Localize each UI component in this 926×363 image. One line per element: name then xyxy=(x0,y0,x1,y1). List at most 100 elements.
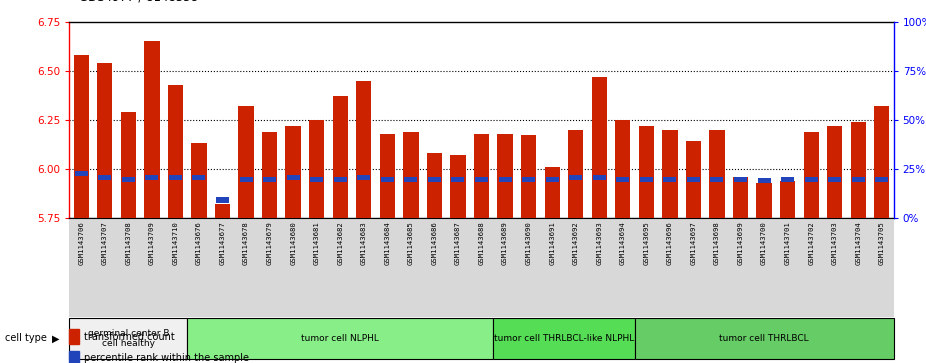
Bar xyxy=(592,77,607,218)
Text: GSM1143704: GSM1143704 xyxy=(856,221,861,265)
Text: GSM1143685: GSM1143685 xyxy=(407,221,414,265)
Bar xyxy=(545,177,558,182)
Text: GSM1143691: GSM1143691 xyxy=(549,221,556,265)
Text: GDS4977 / 8148358: GDS4977 / 8148358 xyxy=(79,0,198,4)
Bar xyxy=(852,177,865,182)
Text: GSM1143677: GSM1143677 xyxy=(219,221,226,265)
Bar xyxy=(804,131,819,218)
Bar xyxy=(782,177,795,182)
Bar xyxy=(615,120,631,218)
Text: tumor cell THRLBCL: tumor cell THRLBCL xyxy=(720,334,809,343)
Bar xyxy=(75,171,88,176)
Text: GSM1143698: GSM1143698 xyxy=(714,221,720,265)
Text: GSM1143695: GSM1143695 xyxy=(644,221,649,265)
Bar xyxy=(663,177,676,182)
Bar xyxy=(168,85,183,218)
Bar xyxy=(285,126,301,218)
Bar xyxy=(193,175,206,180)
Text: GSM1143694: GSM1143694 xyxy=(619,221,626,265)
Bar xyxy=(309,120,324,218)
Bar xyxy=(357,175,370,180)
Bar xyxy=(262,131,277,218)
Bar xyxy=(780,180,795,218)
Bar xyxy=(757,178,770,183)
Text: GSM1143692: GSM1143692 xyxy=(572,221,579,265)
Bar xyxy=(310,177,323,182)
Bar xyxy=(357,81,371,218)
Text: GSM1143684: GSM1143684 xyxy=(384,221,391,265)
Text: GSM1143690: GSM1143690 xyxy=(526,221,532,265)
FancyBboxPatch shape xyxy=(187,318,494,359)
Bar xyxy=(287,175,300,180)
Bar xyxy=(145,175,158,180)
Bar xyxy=(450,155,466,218)
Bar xyxy=(427,153,442,218)
Text: ▶: ▶ xyxy=(52,334,59,343)
Bar xyxy=(497,134,513,218)
Text: GSM1143701: GSM1143701 xyxy=(784,221,791,265)
Bar xyxy=(97,63,112,218)
Bar xyxy=(827,126,843,218)
Bar xyxy=(828,177,841,182)
Text: GSM1143699: GSM1143699 xyxy=(737,221,744,265)
Bar xyxy=(874,106,890,218)
Bar xyxy=(617,177,630,182)
Bar xyxy=(69,351,79,363)
Bar xyxy=(428,177,441,182)
Text: GSM1143689: GSM1143689 xyxy=(502,221,508,265)
Bar xyxy=(216,197,229,203)
Bar xyxy=(403,131,419,218)
Text: GSM1143693: GSM1143693 xyxy=(596,221,602,265)
Bar xyxy=(544,167,560,218)
Bar xyxy=(215,204,231,218)
Bar xyxy=(144,41,159,218)
Text: GSM1143707: GSM1143707 xyxy=(102,221,107,265)
FancyBboxPatch shape xyxy=(494,318,634,359)
Text: GSM1143696: GSM1143696 xyxy=(667,221,673,265)
Text: GSM1143705: GSM1143705 xyxy=(879,221,885,265)
Bar xyxy=(474,134,489,218)
Bar xyxy=(568,130,583,218)
FancyBboxPatch shape xyxy=(69,318,187,359)
Text: GSM1143678: GSM1143678 xyxy=(243,221,249,265)
Bar xyxy=(192,143,206,218)
Text: tumor cell THRLBCL-like NLPHL: tumor cell THRLBCL-like NLPHL xyxy=(494,334,634,343)
Bar xyxy=(521,135,536,218)
Text: GSM1143679: GSM1143679 xyxy=(267,221,272,265)
Text: cell type: cell type xyxy=(5,334,46,343)
Bar xyxy=(333,177,346,182)
Bar xyxy=(381,177,394,182)
Bar xyxy=(639,126,654,218)
Bar xyxy=(687,177,700,182)
Text: GSM1143703: GSM1143703 xyxy=(832,221,838,265)
Bar xyxy=(851,122,866,218)
FancyBboxPatch shape xyxy=(634,318,894,359)
Bar xyxy=(709,130,725,218)
Text: GSM1143702: GSM1143702 xyxy=(808,221,814,265)
Text: GSM1143706: GSM1143706 xyxy=(78,221,84,265)
Bar xyxy=(120,112,136,218)
Text: GSM1143688: GSM1143688 xyxy=(479,221,484,265)
Bar xyxy=(475,177,488,182)
Bar xyxy=(452,177,465,182)
Text: GSM1143687: GSM1143687 xyxy=(455,221,461,265)
Bar xyxy=(640,177,653,182)
Bar xyxy=(734,177,747,182)
Text: GSM1143700: GSM1143700 xyxy=(761,221,767,265)
Text: tumor cell NLPHL: tumor cell NLPHL xyxy=(301,334,379,343)
Text: percentile rank within the sample: percentile rank within the sample xyxy=(83,353,248,363)
Text: GSM1143697: GSM1143697 xyxy=(691,221,696,265)
Text: GSM1143686: GSM1143686 xyxy=(432,221,437,265)
Text: transformed count: transformed count xyxy=(83,331,174,342)
Text: GSM1143681: GSM1143681 xyxy=(314,221,319,265)
Text: GSM1143680: GSM1143680 xyxy=(290,221,296,265)
Bar xyxy=(263,177,276,182)
Bar xyxy=(240,177,253,182)
Bar xyxy=(522,177,535,182)
Bar xyxy=(405,177,418,182)
Bar xyxy=(498,177,511,182)
Text: GSM1143709: GSM1143709 xyxy=(149,221,155,265)
Bar xyxy=(69,329,79,344)
Bar xyxy=(238,106,254,218)
Bar xyxy=(169,175,181,180)
